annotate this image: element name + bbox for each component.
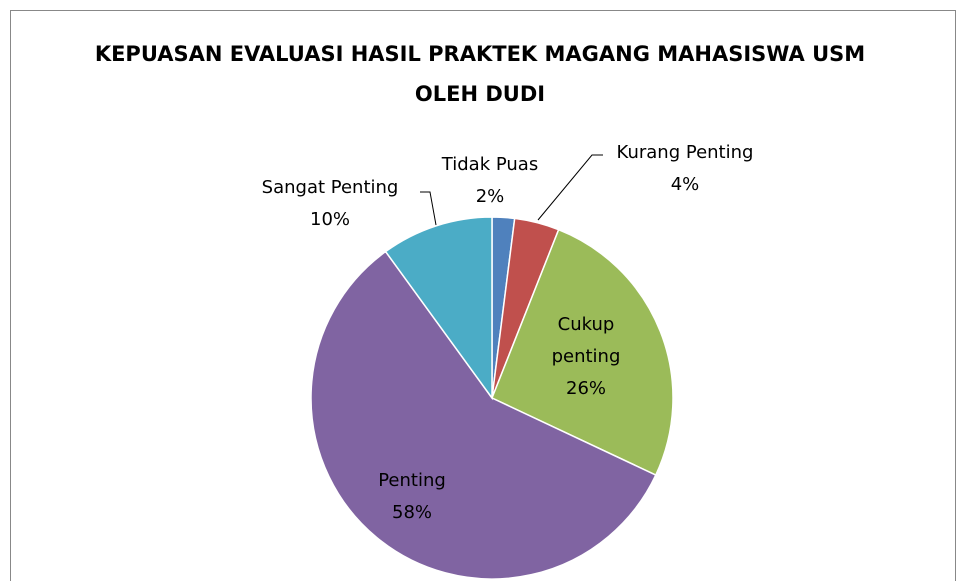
pie-slice — [384, 216, 493, 401]
category-label: Penting — [378, 470, 446, 491]
leader-line — [420, 191, 437, 226]
value-label: 4% — [670, 174, 700, 195]
chart-title: KEPUASAN EVALUASI HASIL PRAKTEK MAGANG M… — [94, 42, 866, 106]
value-label: 2% — [475, 186, 505, 207]
category-label: Tidak Puas — [441, 154, 539, 175]
pie-slice — [310, 250, 657, 580]
chart-border — [10, 10, 956, 581]
category-label: Sangat Penting — [261, 177, 399, 198]
value-label: 58% — [391, 502, 433, 523]
value-label: 26% — [565, 378, 607, 399]
category-label: Cukup penting — [551, 314, 621, 367]
category-label: Kurang Penting — [616, 142, 754, 163]
pie-slice — [491, 228, 674, 477]
leader-line — [537, 154, 603, 221]
value-label: 10% — [309, 209, 351, 230]
